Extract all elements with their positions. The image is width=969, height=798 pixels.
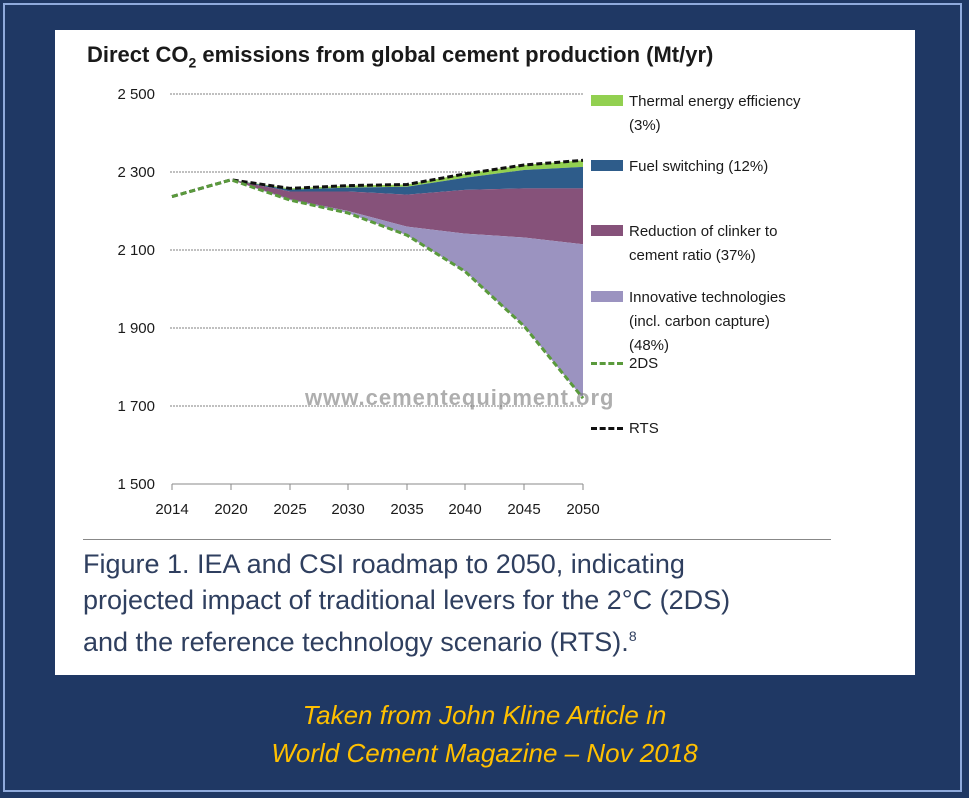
legend-swatch-thermal — [591, 95, 623, 106]
y-tick-label-1500: 1 500 — [117, 476, 155, 493]
2ds-line — [171, 178, 585, 400]
y-tick-label-2500: 2 500 — [117, 86, 155, 103]
x-tick-label-2035: 2035 — [390, 501, 423, 518]
legend-label-clinker: Reduction of clinker to cement ratio (37%… — [629, 223, 778, 264]
figure-panel: Direct CO2 emissions from global cement … — [55, 30, 915, 675]
legend-swatch-innovative — [591, 291, 623, 302]
x-tick-label-2045: 2045 — [507, 501, 540, 518]
innovative-tech-area — [172, 179, 583, 399]
caption-line-1: Figure 1. IEA and CSI roadmap to 2050, i… — [83, 549, 685, 579]
legend-item-rts: RTS — [591, 417, 859, 441]
figure-caption: Figure 1. IEA and CSI roadmap to 2050, i… — [83, 546, 883, 660]
caption-line-2: projected impact of traditional levers f… — [83, 585, 731, 615]
credit-line-2: World Cement Magazine – Nov 2018 — [271, 738, 698, 768]
legend-dash-2ds — [591, 362, 623, 365]
y-tick-label-1700: 1 700 — [117, 398, 155, 415]
caption-divider — [83, 539, 831, 540]
caption-footnote: 8 — [628, 628, 637, 644]
x-tick-label-2040: 2040 — [448, 501, 481, 518]
legend-item-2ds: 2DS — [591, 352, 859, 376]
legend-item-innovative: Innovative technologies (incl. carbon cap… — [591, 286, 859, 358]
legend-item-thermal: Thermal energy efficiency (3%) — [591, 90, 859, 138]
legend-label-rts: RTS — [629, 420, 659, 437]
chart-title: Direct CO2 emissions from global cement … — [87, 42, 714, 71]
legend-item-fuel: Fuel switching (12%) — [591, 155, 859, 179]
y-tick-label-2100: 2 100 — [117, 242, 155, 259]
x-tick-label-2030: 2030 — [331, 501, 364, 518]
legend-swatch-fuel — [591, 160, 623, 171]
watermark: www.cementequipment.org — [305, 385, 615, 410]
x-tick-label-2025: 2025 — [273, 501, 306, 518]
legend-swatch-clinker — [591, 225, 623, 236]
x-tick-label-2014: 2014 — [155, 501, 188, 518]
clinker-ratio-area — [172, 179, 583, 245]
legend-label-thermal: Thermal energy efficiency (3%) — [629, 93, 801, 134]
rts-line — [171, 158, 584, 199]
legend-item-clinker: Reduction of clinker to cement ratio (37%… — [591, 220, 859, 268]
legend-label-2ds: 2DS — [629, 355, 659, 372]
legend-label-fuel: Fuel switching (12%) — [629, 158, 769, 175]
y-tick-label-1900: 1 900 — [117, 320, 155, 337]
slide-border — [3, 3, 962, 792]
fuel-switching-area — [172, 166, 583, 197]
y-tick-label-2300: 2 300 — [117, 164, 155, 181]
legend-dash-rts — [591, 427, 623, 430]
x-tick-label-2020: 2020 — [214, 501, 247, 518]
caption-line-3: and the reference technology scenario (R… — [83, 627, 637, 657]
x-tick-label-2050: 2050 — [566, 501, 599, 518]
legend-label-innovative: Innovative technologies (incl. carbon cap… — [629, 289, 786, 354]
emissions-chart: 1 500 1 700 1 900 2 100 2 300 2 500 2014 2020 20… — [117, 86, 599, 518]
credit-line-1: Taken from John Kline Article in — [302, 700, 667, 730]
